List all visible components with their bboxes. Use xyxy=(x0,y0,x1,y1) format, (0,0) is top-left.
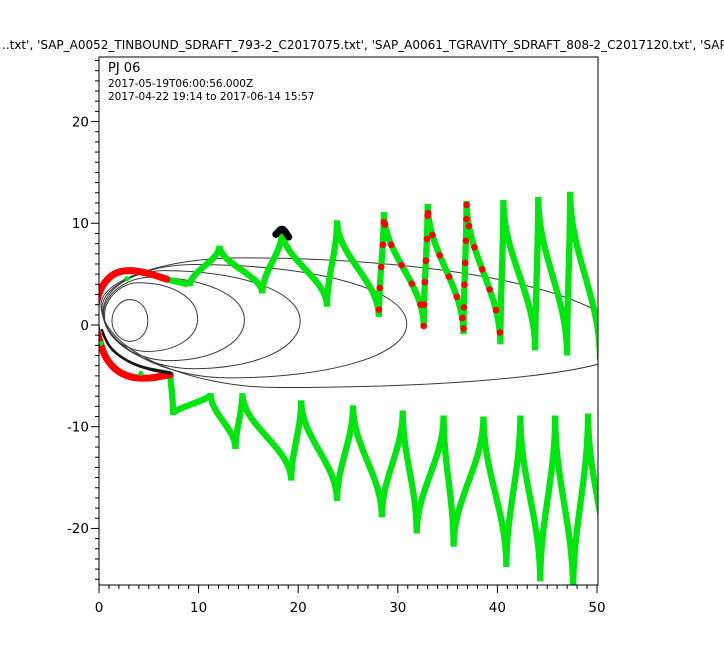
sap-red-dot xyxy=(420,301,428,308)
red-gap-green-fleck xyxy=(138,370,144,376)
sap-red-dot xyxy=(486,286,493,293)
time-marker-black xyxy=(272,225,293,241)
y-axis-ticks xyxy=(91,60,99,580)
y-tick-label: -20 xyxy=(67,521,89,537)
plot-box xyxy=(98,56,599,586)
figure-title-file-list: ..txt', 'SAP_A0052_TINBOUND_SDRAFT_793-2… xyxy=(2,38,724,52)
sap-red-dot xyxy=(387,241,395,249)
sap-red-dot xyxy=(398,261,405,269)
sap-red-dot xyxy=(424,209,432,217)
sap-red-dot xyxy=(460,304,468,311)
y-tick-label: 20 xyxy=(72,114,89,130)
sap-red-dot xyxy=(423,235,431,243)
pre-period-black-arcs xyxy=(101,332,173,376)
sap-red-dot xyxy=(496,329,504,336)
x-tick-label: 40 xyxy=(489,600,506,616)
sap-red-dot xyxy=(377,263,385,271)
sap-red-dot xyxy=(375,306,383,313)
trajectory-inbound-upper xyxy=(163,191,598,360)
sap-red-dot xyxy=(420,322,428,330)
red-gap-green-fleck xyxy=(99,340,104,346)
sap-red-dot xyxy=(379,241,387,249)
sap-red-dot xyxy=(422,257,430,265)
timestamp-label: 2017-05-19T06:00:56.000Z xyxy=(108,78,254,90)
x-axis-ticks xyxy=(98,585,598,593)
sap-red-dot xyxy=(445,273,453,280)
sap-red-dot xyxy=(436,252,443,259)
sap-red-dot xyxy=(471,244,478,251)
sap-red-dot xyxy=(381,221,389,228)
orbit-label: PJ 06 xyxy=(108,61,141,76)
x-tick-label: 0 xyxy=(95,600,104,616)
contour-line xyxy=(111,299,149,342)
y-tick-label: -10 xyxy=(67,420,89,436)
sap-red-dot xyxy=(453,293,461,301)
sap-red-dot xyxy=(429,231,436,239)
sap-red-dot xyxy=(460,325,467,332)
x-tick-label: 10 xyxy=(190,600,207,616)
sap-red-dot xyxy=(408,280,416,288)
red-gap-green-fleck xyxy=(124,276,130,282)
sap-red-dot xyxy=(478,265,486,273)
sap-red-dot xyxy=(465,222,473,230)
trajectory-outbound-lower xyxy=(167,371,598,585)
contour-line xyxy=(102,270,301,370)
sap-red-dot xyxy=(463,201,470,209)
y-tick-label: 0 xyxy=(80,318,89,334)
sap-red-dot xyxy=(462,237,470,245)
time-range-label: 2017-04-22 19:14 to 2017-06-14 15:57 xyxy=(108,91,315,103)
x-tick-label: 30 xyxy=(389,600,406,616)
sap-red-dot xyxy=(463,215,470,223)
sap-red-dot xyxy=(376,284,384,292)
sap-red-dot xyxy=(421,278,429,286)
sap-red-dot xyxy=(458,314,466,322)
sap-red-dot xyxy=(461,259,469,267)
x-tick-label: 50 xyxy=(588,600,605,616)
plot-annotation: PJ 06 2017-05-19T06:00:56.000Z 2017-04-2… xyxy=(108,62,314,104)
sap-coverage-red-perijove xyxy=(99,267,174,382)
sap-red-dot xyxy=(461,281,468,288)
x-tick-label: 20 xyxy=(290,600,307,616)
y-tick-label: 10 xyxy=(72,216,89,232)
sap-red-dot xyxy=(492,306,500,314)
